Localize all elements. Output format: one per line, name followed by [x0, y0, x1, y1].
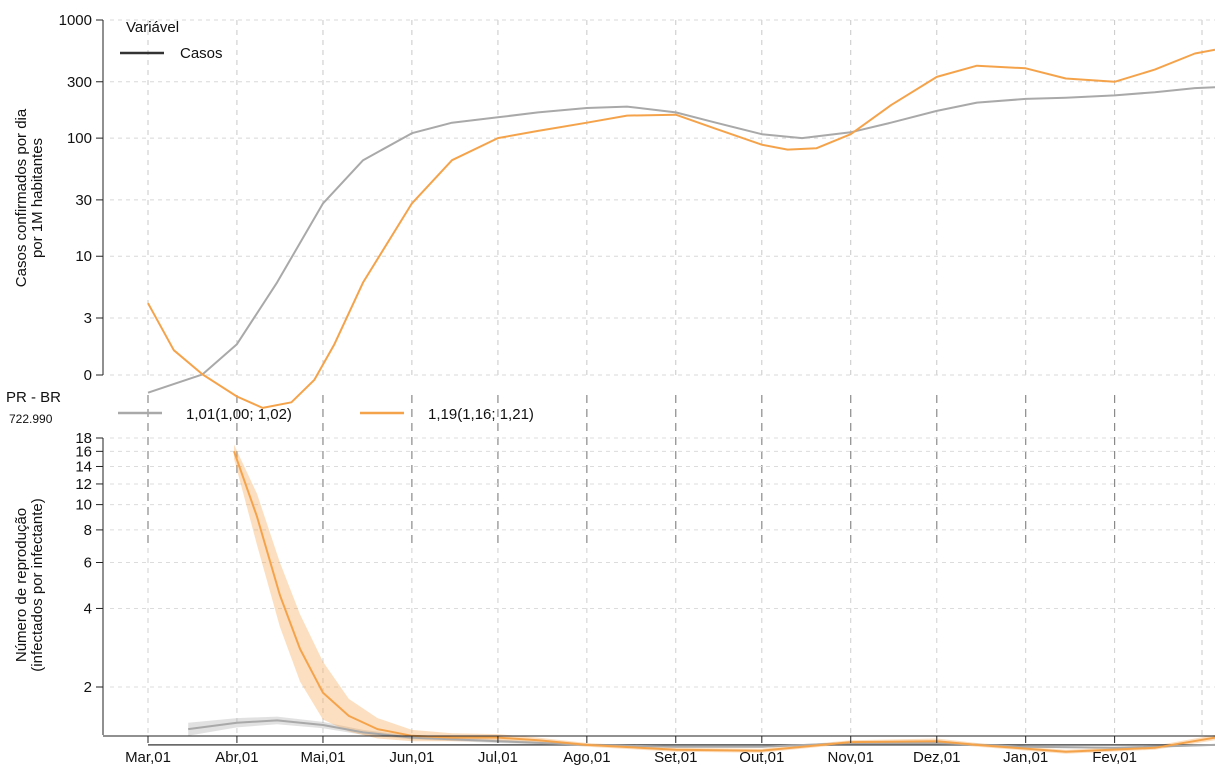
x-tick-label: Abr,01	[215, 749, 258, 766]
top-y-tick-label: 30	[75, 192, 92, 209]
x-tick-label: Out,01	[739, 749, 784, 766]
bottom-legend-label: 1,01(1,00; 1,02)	[186, 406, 292, 423]
band-layer	[188, 444, 1215, 754]
top-y-tick-label: 10	[75, 248, 92, 265]
top-y-tick-label: 100	[67, 130, 92, 147]
bottom-y-tick-label: 18	[75, 430, 92, 447]
top-legend-label: Casos	[180, 45, 223, 62]
bottom-y-tick-label: 12	[75, 476, 92, 493]
x-tick-label: Set,01	[654, 749, 697, 766]
x-tick-label: Jan,01	[1003, 749, 1048, 766]
x-tick-label: Nov,01	[828, 749, 874, 766]
bottom-y-tick-label: 6	[84, 555, 92, 572]
region-label: PR - BR	[6, 389, 61, 406]
top-y-axis-label-line: Casos confirmados por dia	[13, 108, 30, 287]
bottom-y-tick-label: 10	[75, 497, 92, 514]
bottom-y-axis-label-line: (infectados por infectante)	[29, 498, 46, 671]
top-legend-title: Variável	[126, 19, 179, 36]
top-series-line-2	[147, 48, 1215, 409]
bottom-y-tick-label: 8	[84, 522, 92, 539]
grid-layer	[110, 19, 1215, 735]
bottom-series-band-1	[188, 716, 1215, 749]
top-y-tick-label: 300	[67, 74, 92, 91]
x-tick-label: Mai,01	[300, 749, 345, 766]
bottom-y-tick-label: 14	[75, 458, 92, 475]
x-tick-label: Jun,01	[389, 749, 434, 766]
x-tick-label: Fev,01	[1092, 749, 1137, 766]
population-label: 722.990	[9, 412, 53, 426]
x-tick-label: Mar,01	[125, 749, 171, 766]
bottom-legend-label: 1,19(1,16; 1,21)	[428, 406, 534, 423]
bottom-y-axis-label-line: Número de reprodução	[13, 508, 30, 662]
bottom-y-tick-label: 2	[84, 679, 92, 696]
bottom-y-tick-label: 16	[75, 443, 92, 460]
line-layer	[147, 48, 1215, 753]
x-tick-label: Dez,01	[913, 749, 961, 766]
bottom-y-axis-label: Número de reprodução(infectados por infe…	[13, 498, 46, 671]
axis-layer: 0 3 10 30 100 300 1000 Casos confirmados por di…	[13, 12, 1215, 766]
bottom-y-tick-label: 4	[84, 600, 92, 617]
top-series-line-1	[147, 86, 1215, 394]
top-y-axis-label: Casos confirmados por diapor 1M habitant…	[13, 108, 46, 287]
bottom-series-line-2	[233, 450, 1215, 753]
x-tick-label: Ago,01	[563, 749, 611, 766]
x-tick-label: Jul,01	[478, 749, 518, 766]
top-y-tick-label: 0	[84, 367, 92, 384]
top-y-tick-label: 1000	[59, 12, 92, 29]
bottom-series-band-2	[234, 444, 1215, 754]
top-y-tick-label: 3	[84, 310, 92, 327]
top-y-axis-label-line: por 1M habitantes	[29, 138, 46, 258]
